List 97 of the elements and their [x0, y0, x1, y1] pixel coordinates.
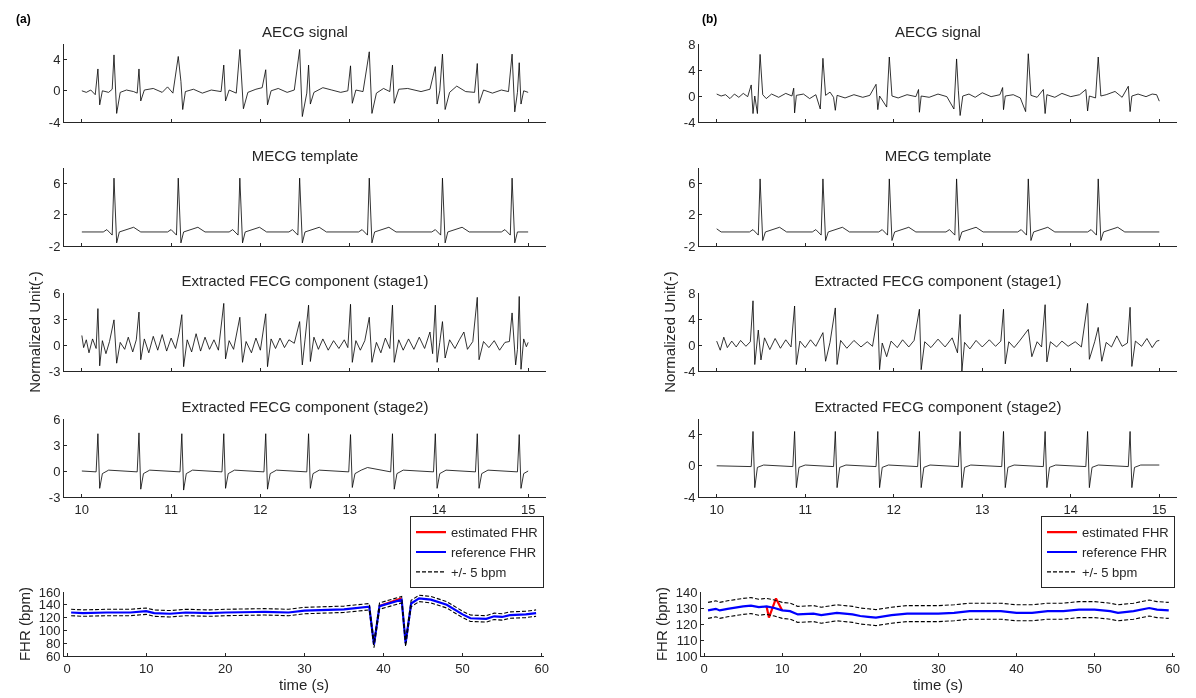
line-series: [81, 49, 529, 117]
line-series: [707, 613, 1170, 627]
y-tick-label: 3: [53, 311, 61, 327]
y-tick-label: -2: [48, 238, 61, 254]
legend-label: +/- 5 bpm: [451, 564, 507, 580]
y-tick-label: 6: [688, 176, 696, 192]
y-tick-label: -3: [48, 363, 61, 379]
x-tick-label: 11: [798, 501, 812, 517]
y-tick-label: 2: [53, 207, 61, 223]
y-tick-label: 120: [675, 616, 698, 632]
x-tick-label: 30: [297, 660, 312, 676]
y-tick-label: 4: [688, 311, 696, 327]
y-tick-label: 3: [53, 437, 61, 453]
y-tick-label: 80: [45, 635, 61, 651]
legend-label: estimated FHR: [451, 525, 538, 541]
y-tick-label: 100: [675, 648, 698, 664]
line-series: [81, 432, 529, 491]
x-tick-label: 40: [1009, 660, 1024, 676]
y-tick-label: 0: [688, 337, 696, 353]
y-tick-label: 160: [38, 584, 61, 600]
y-axis-title: Normalized Unit(-): [661, 271, 679, 393]
y-tick-label: -3: [48, 489, 61, 505]
y-tick-label: -4: [683, 489, 696, 505]
text: (a): [16, 12, 31, 26]
y-tick-label: 6: [53, 411, 61, 427]
legend-label: estimated FHR: [1082, 525, 1169, 541]
line-series: [707, 597, 1170, 611]
x-tick-label: 13: [342, 501, 357, 517]
chart-title: AECG signal: [895, 23, 981, 40]
y-tick-label: 6: [53, 285, 61, 301]
y-tick-label: -2: [683, 238, 696, 254]
x-tick-label: 15: [1152, 501, 1167, 517]
y-tick-label: 8: [688, 285, 696, 301]
legend-label: reference FHR: [451, 545, 537, 561]
x-tick-label: 10: [74, 501, 90, 517]
chart-title: AECG signal: [262, 23, 348, 40]
x-tick-label: 20: [218, 660, 233, 676]
y-tick-label: 4: [688, 62, 696, 78]
y-tick-label: -4: [683, 114, 696, 130]
line-series: [81, 296, 529, 370]
chart-title: Extracted FECG component (stage2): [181, 398, 429, 415]
line-series: [716, 178, 1160, 241]
line-series: [716, 431, 1160, 489]
x-tick-label: 0: [700, 660, 708, 676]
x-tick-label: 13: [975, 501, 990, 517]
line-series: [716, 300, 1160, 371]
chart-title: MECG template: [251, 147, 359, 164]
y-axis-title: FHR (bpm): [15, 586, 33, 662]
y-axis-title: Normalized Unit(-): [26, 271, 44, 393]
line-series: [765, 597, 784, 619]
x-tick-label: 11: [164, 501, 178, 517]
y-tick-label: 0: [53, 463, 61, 479]
x-tick-label: 14: [1063, 501, 1079, 517]
x-tick-label: 10: [139, 660, 154, 676]
y-tick-label: 110: [676, 632, 698, 648]
y-tick-label: -4: [48, 114, 61, 130]
line-series: [706, 604, 1170, 619]
legend-label: reference FHR: [1082, 545, 1168, 561]
line-series: [81, 177, 529, 244]
x-tick-label: 60: [534, 660, 549, 676]
text: (b): [702, 12, 718, 26]
y-tick-label: 4: [53, 52, 61, 68]
x-tick-label: 30: [931, 660, 946, 676]
y-tick-label: 2: [688, 207, 696, 223]
y-tick-label: 140: [38, 597, 61, 613]
x-axis-title: time (s): [279, 675, 329, 693]
x-tick-label: 40: [376, 660, 391, 676]
y-tick-label: 0: [53, 337, 61, 353]
chart-title: MECG template: [884, 147, 992, 164]
legend-label: +/- 5 bpm: [1082, 564, 1138, 580]
x-tick-label: 10: [709, 501, 724, 517]
x-axis-title: time (s): [913, 675, 963, 693]
chart-title: Extracted FECG component (stage1): [814, 272, 1062, 289]
x-tick-label: 50: [1087, 660, 1102, 676]
y-tick-label: 140: [675, 584, 698, 600]
y-tick-label: 0: [688, 88, 696, 104]
y-tick-label: 0: [688, 458, 696, 474]
chart-title: Extracted FECG component (stage1): [181, 272, 429, 289]
y-tick-label: -4: [683, 363, 696, 379]
x-tick-label: 60: [1165, 660, 1180, 676]
y-tick-label: 130: [675, 600, 698, 616]
y-tick-label: 60: [45, 648, 61, 664]
x-tick-label: 12: [253, 501, 268, 517]
chart-title: Extracted FECG component (stage2): [814, 398, 1062, 415]
x-tick-label: 14: [431, 501, 447, 517]
line-series: [716, 53, 1160, 116]
y-tick-label: 6: [53, 176, 61, 192]
y-tick-label: 0: [53, 83, 61, 99]
x-tick-label: 10: [774, 660, 790, 676]
x-tick-label: 15: [520, 501, 536, 517]
x-tick-label: 12: [886, 501, 901, 517]
x-tick-label: 0: [63, 660, 71, 676]
y-axis-title: FHR (bpm): [652, 586, 670, 662]
y-tick-label: 4: [688, 427, 696, 443]
x-tick-label: 50: [455, 660, 470, 676]
y-tick-label: 8: [688, 36, 696, 52]
x-tick-label: 20: [853, 660, 868, 676]
